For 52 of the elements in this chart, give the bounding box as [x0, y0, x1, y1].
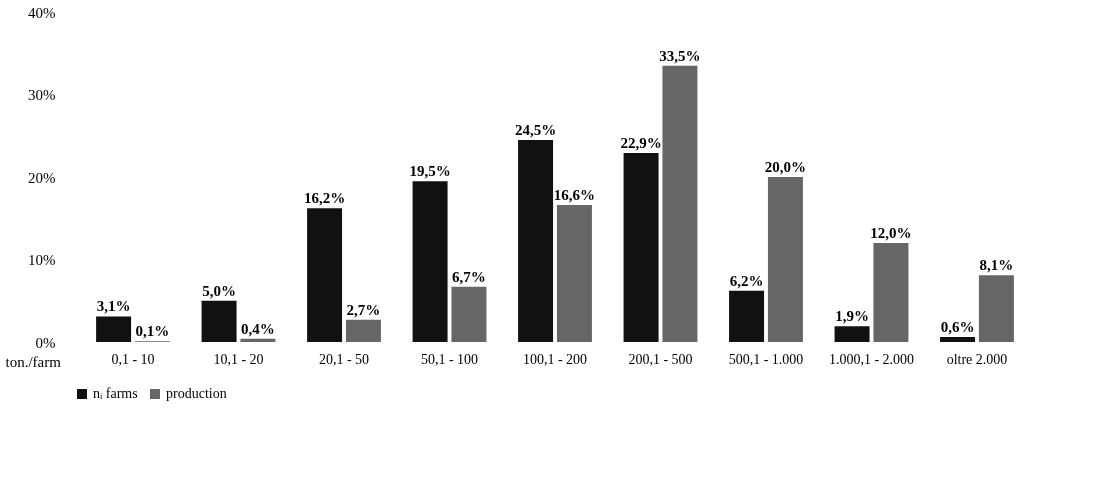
bar — [412, 181, 448, 342]
y-tick-label: 40% — [28, 4, 56, 21]
x-tick-label: 1.000,1 - 2.000 — [828, 351, 915, 367]
data-label: 3,1% — [96, 298, 131, 315]
bar — [623, 153, 659, 342]
data-label: 5,0% — [202, 282, 236, 299]
bar — [873, 243, 909, 342]
x-tick-label: 100,1 - 200 — [522, 351, 588, 367]
legend-label: nᵢ farms — [93, 386, 138, 401]
data-label: 6,7% — [452, 268, 486, 285]
data-label: 22,9% — [620, 135, 662, 152]
x-tick-label: 10,1 - 20 — [213, 351, 264, 367]
bar — [201, 300, 237, 342]
bar — [940, 337, 976, 342]
data-label: 16,2% — [303, 190, 346, 207]
data-label: 19,5% — [409, 163, 451, 180]
y-tick-label: 30% — [28, 87, 56, 103]
x-tick-label: 200,1 - 500 — [628, 351, 693, 367]
y-tick-label: 20% — [28, 169, 56, 186]
data-label: 0,4% — [241, 320, 275, 337]
data-label: 1,9% — [835, 308, 869, 325]
bar — [556, 205, 592, 342]
legend-label: production — [166, 386, 227, 401]
bar — [834, 326, 870, 342]
data-label: 16,6% — [553, 187, 596, 204]
bar — [518, 139, 554, 342]
x-tick-label: 50,1 - 100 — [420, 351, 479, 367]
y-tick-label: 10% — [28, 252, 56, 268]
x-axis-title: ton./farm — [5, 353, 62, 370]
x-tick-label: oltre 2.000 — [946, 351, 1008, 367]
y-tick-label: 0% — [35, 334, 56, 351]
bar — [96, 316, 132, 342]
bar — [978, 275, 1014, 342]
data-label: 0,6% — [940, 319, 975, 336]
bar — [767, 177, 803, 342]
data-label: 24,5% — [514, 121, 557, 138]
bar — [729, 290, 765, 342]
bar — [662, 65, 698, 342]
data-label: 6,2% — [729, 272, 764, 289]
bar — [240, 338, 276, 342]
data-label: 12,0% — [870, 225, 912, 241]
data-label: 2,7% — [346, 301, 381, 318]
bar — [307, 208, 343, 342]
bar — [451, 286, 487, 342]
x-tick-label: 20,1 - 50 — [318, 351, 370, 367]
x-tick-label: 500,1 - 1.000 — [728, 351, 804, 367]
bar — [345, 319, 381, 342]
x-tick-label: 0,1 - 10 — [111, 351, 155, 367]
data-label: 0,1% — [135, 323, 170, 340]
data-label: 33,5% — [659, 47, 701, 64]
data-label: 8,1% — [979, 257, 1014, 274]
data-label: 20,0% — [764, 159, 807, 175]
